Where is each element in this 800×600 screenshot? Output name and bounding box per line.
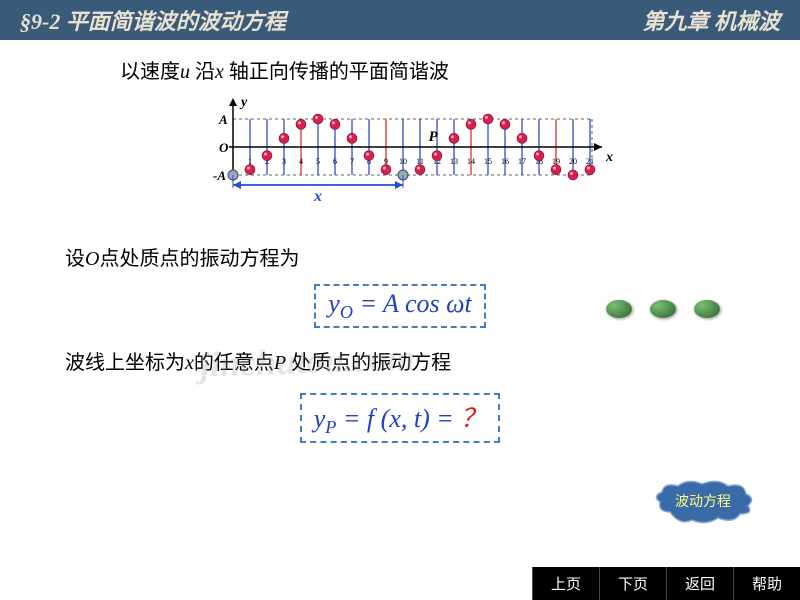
playback-controls bbox=[606, 300, 720, 318]
equation-2-box: yP = f (x, t) = ？ bbox=[300, 393, 501, 443]
pause-button[interactable] bbox=[650, 300, 676, 318]
rewind-button[interactable] bbox=[694, 300, 720, 318]
svg-text:17: 17 bbox=[518, 157, 526, 166]
svg-text:4: 4 bbox=[299, 157, 303, 166]
wave-diagram: 123456789101112131415161718192021yxA-AOP… bbox=[30, 92, 770, 227]
prev-button[interactable]: 上页 bbox=[532, 567, 599, 600]
back-button[interactable]: 返回 bbox=[666, 567, 733, 600]
svg-text:20: 20 bbox=[569, 157, 577, 166]
help-button[interactable]: 帮助 bbox=[733, 567, 800, 600]
svg-text:5: 5 bbox=[316, 157, 320, 166]
svg-text:10: 10 bbox=[399, 157, 407, 166]
svg-text:O: O bbox=[219, 140, 229, 155]
equation-2-wrap: yP = f (x, t) = ？ bbox=[30, 385, 770, 443]
svg-text:x: x bbox=[605, 150, 613, 165]
intro-line: 以速度u 沿x 轴正向传播的平面简谐波 bbox=[120, 55, 770, 84]
equation-1: yO = A cos ωt bbox=[328, 289, 471, 318]
equation-2: yP = f (x, t) = ？ bbox=[314, 404, 487, 433]
slide-header: §9-2 平面简谐波的波动方程 第九章 机械波 bbox=[0, 0, 800, 40]
svg-text:16: 16 bbox=[501, 157, 509, 166]
play-button[interactable] bbox=[606, 300, 632, 318]
point-p-text: 波线上坐标为x的任意点P 处质点的振动方程 bbox=[65, 346, 770, 375]
svg-text:14: 14 bbox=[467, 157, 475, 166]
origin-text: 设O点处质点的振动方程为 bbox=[65, 242, 770, 271]
next-button[interactable]: 下页 bbox=[599, 567, 666, 600]
header-section-title: §9-2 平面简谐波的波动方程 bbox=[20, 4, 642, 36]
svg-text:y: y bbox=[239, 95, 248, 110]
svg-text:-A: -A bbox=[213, 168, 226, 183]
svg-text:波动方程: 波动方程 bbox=[675, 494, 731, 510]
svg-text:13: 13 bbox=[450, 157, 458, 166]
wave-equation-callout[interactable]: 波动方程 bbox=[650, 480, 760, 540]
svg-text:A: A bbox=[218, 112, 228, 127]
svg-text:6: 6 bbox=[333, 157, 337, 166]
equation-1-box: yO = A cos ωt bbox=[314, 284, 485, 328]
slide-content: 以速度u 沿x 轴正向传播的平面简谐波 12345678910111213141… bbox=[0, 40, 800, 458]
svg-text:x: x bbox=[313, 188, 322, 205]
svg-text:P: P bbox=[429, 129, 439, 145]
svg-text:3: 3 bbox=[282, 157, 286, 166]
header-chapter-title: 第九章 机械波 bbox=[642, 4, 780, 36]
svg-text:15: 15 bbox=[484, 157, 492, 166]
nav-footer: 上页 下页 返回 帮助 bbox=[532, 567, 800, 600]
svg-text:7: 7 bbox=[350, 157, 354, 166]
